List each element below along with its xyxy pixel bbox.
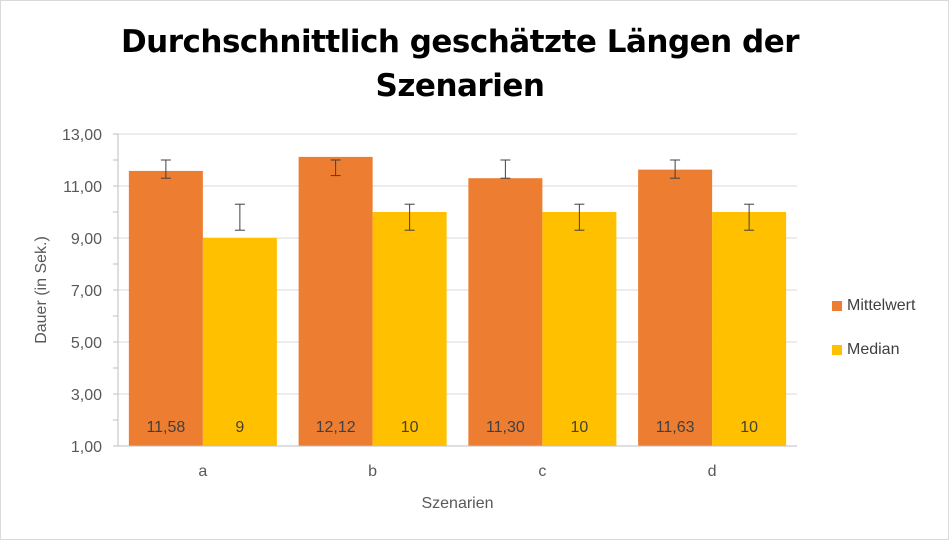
data-label: 10: [570, 419, 588, 436]
bar-mittelwert-a: [128, 170, 203, 447]
data-label: 11,63: [656, 419, 695, 436]
legend-swatch-mittelwert: [832, 301, 842, 311]
data-label: 11,30: [486, 419, 525, 436]
bar-mittelwert-b: [298, 156, 373, 446]
legend-label-median: Median: [847, 341, 900, 358]
y-tick-label: 11,00: [63, 179, 102, 196]
bar-mittelwert-d: [638, 169, 713, 446]
y-tick-label: 3,00: [71, 387, 102, 404]
chart-title: Durchschnittlich geschätzte Längen der S…: [120, 20, 800, 108]
legend-label-mittelwert: Mittelwert: [847, 297, 916, 314]
x-axis-title: Szenarien: [421, 495, 493, 512]
x-tick-label: a: [198, 463, 207, 480]
bar-median-a: [202, 238, 277, 446]
y-tick-label: 5,00: [71, 335, 102, 352]
bar-mittelwert-c: [468, 178, 543, 446]
data-label: 10: [740, 419, 758, 436]
bar-median-c: [542, 212, 617, 446]
data-label: 9: [235, 419, 244, 436]
x-tick-label: c: [538, 463, 546, 480]
x-tick-label: b: [368, 463, 377, 480]
chart-title-line-2: Szenarien: [375, 68, 545, 104]
bar-median-d: [712, 212, 787, 446]
data-label: 10: [401, 419, 419, 436]
legend-swatch-median: [832, 345, 842, 355]
legend-item-mittelwert: Mittelwert: [832, 295, 915, 317]
chart-title-line-1: Durchschnittlich geschätzte Längen der: [120, 24, 800, 60]
bar-median-b: [372, 212, 447, 446]
data-label: 12,12: [316, 419, 356, 436]
x-tick-label: d: [708, 463, 717, 480]
legend-item-median: Median: [832, 339, 915, 361]
y-tick-label: 9,00: [71, 231, 102, 248]
data-label: 11,58: [146, 419, 185, 436]
y-axis-title: Dauer (in Sek.): [33, 236, 50, 344]
y-tick-label: 1,00: [71, 439, 102, 456]
legend: Mittelwert Median: [832, 295, 915, 383]
y-tick-label: 13,00: [62, 127, 102, 144]
y-tick-label: 7,00: [71, 283, 102, 300]
